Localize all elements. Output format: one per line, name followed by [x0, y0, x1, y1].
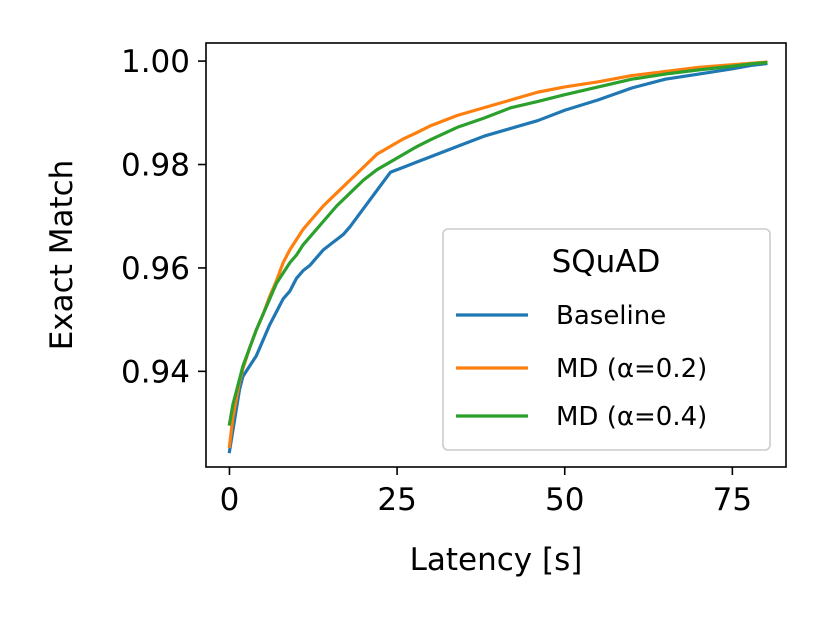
legend-label-3: MD (α=0.4) [556, 402, 707, 432]
series-line-3 [227, 60, 768, 426]
legend: SQuAD Baseline MD (α=0.2) MD (α=0.4) [442, 228, 771, 451]
x-tick-label: 0 [220, 482, 240, 518]
x-tick-label: 50 [545, 482, 584, 518]
x-tick-label: 75 [713, 482, 752, 518]
x-axis: 0 25 50 75 [220, 467, 752, 518]
y-tick-label: 0.98 [121, 148, 190, 184]
legend-label-1: Baseline [556, 301, 666, 331]
legend-box [442, 228, 771, 451]
legend-label-2: MD (α=0.2) [556, 354, 707, 384]
legend-title: SQuAD [552, 244, 661, 280]
y-axis: 0.94 0.96 0.98 1.00 [121, 44, 206, 390]
legend-entries: Baseline MD (α=0.2) MD (α=0.4) [456, 301, 707, 432]
series-line-1 [227, 61, 768, 454]
x-tick-label: 25 [377, 482, 416, 518]
y-tick-label: 1.00 [121, 44, 190, 80]
y-axis-label: Exact Match [44, 160, 80, 351]
y-tick-label: 0.94 [121, 354, 190, 390]
y-tick-label: 0.96 [121, 251, 190, 287]
series-layer [227, 60, 768, 454]
x-axis-label: Latency [s] [410, 542, 583, 578]
